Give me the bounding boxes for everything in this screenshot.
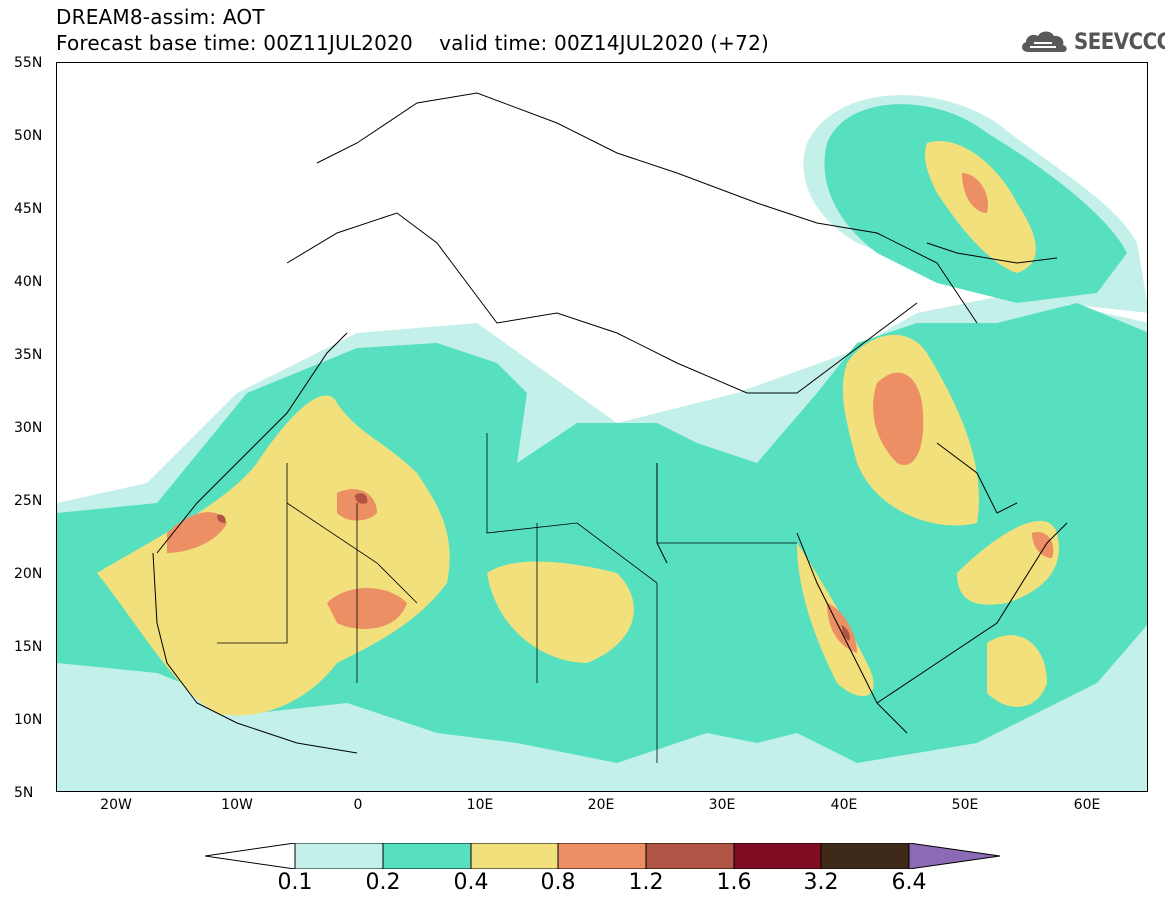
- country-borders: [217, 433, 797, 763]
- lon-label-20w: 20W: [100, 797, 132, 813]
- brand-name: SEEVCCC: [1074, 29, 1165, 55]
- colorbar-swatch-4: [645, 843, 735, 869]
- lat-label-45n: 45N: [14, 201, 43, 217]
- forecast-time-line: Forecast base time: 00Z11JUL2020 valid t…: [56, 31, 769, 55]
- lat-label-55n: 55N: [14, 55, 43, 71]
- lat-label-25n: 25N: [14, 493, 43, 509]
- colorbar-label-5: 1.6: [716, 870, 752, 895]
- lat-label-10n: 10N: [14, 712, 43, 728]
- colorbar-under-triangle: [205, 843, 296, 869]
- lat-label-15n: 15N: [14, 639, 43, 655]
- colorbar-label-6: 3.2: [803, 870, 839, 895]
- lon-label-60e: 60E: [1073, 797, 1101, 813]
- colorbar-label-7: 6.4: [891, 870, 927, 895]
- lat-label-5n: 5N: [14, 785, 34, 801]
- lat-label-40n: 40N: [14, 274, 43, 290]
- lat-label-20n: 20N: [14, 566, 43, 582]
- colorbar-label-1: 0.2: [365, 870, 401, 895]
- colorbar-swatch-6: [820, 843, 910, 869]
- lon-label-30e: 30E: [708, 797, 736, 813]
- lon-label-0: 0: [353, 797, 363, 813]
- lon-label-40e: 40E: [830, 797, 858, 813]
- colorbar-swatch-2: [470, 843, 559, 869]
- aot-map-svg: [57, 92, 1147, 791]
- colorbar-label-3: 0.8: [540, 870, 576, 895]
- lat-label-30n: 30N: [14, 420, 43, 436]
- aot-field-1.2: [217, 493, 850, 641]
- colorbar-label-4: 1.2: [628, 870, 664, 895]
- lon-label-10w: 10W: [221, 797, 253, 813]
- map-title: DREAM8-assim: AOT: [56, 5, 265, 29]
- colorbar-swatch-0: [294, 843, 384, 869]
- brand-logo: SEEVCCC: [1018, 28, 1165, 56]
- colorbar-label-0: 0.1: [277, 870, 313, 895]
- coastlines: [152, 92, 1068, 754]
- colorbar-swatch-5: [733, 843, 822, 869]
- colorbar-label-2: 0.4: [453, 870, 489, 895]
- lon-label-20e: 20E: [587, 797, 615, 813]
- lon-label-50e: 50E: [951, 797, 979, 813]
- lat-label-35n: 35N: [14, 347, 43, 363]
- aot-map: [56, 62, 1148, 792]
- colorbar-swatch-1: [382, 843, 472, 869]
- colorbar: [205, 843, 1001, 869]
- cloud-logo-icon: [1022, 31, 1067, 52]
- colorbar-swatch-3: [557, 843, 647, 869]
- lon-label-10e: 10E: [466, 797, 494, 813]
- colorbar-over-triangle: [908, 843, 1001, 869]
- lat-label-50n: 50N: [14, 128, 43, 144]
